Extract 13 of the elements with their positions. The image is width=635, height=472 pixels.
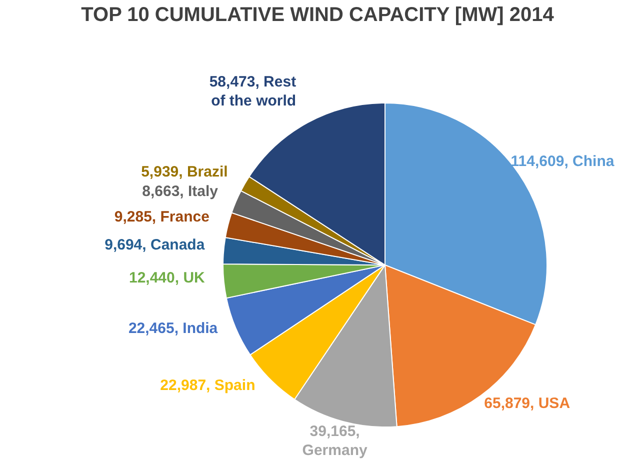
slice-label: 5,939, Brazil <box>141 164 228 181</box>
chart-title: TOP 10 CUMULATIVE WIND CAPACITY [MW] 2014 <box>80 4 555 27</box>
slice-label: 9,694, Canada <box>104 236 206 254</box>
slice-label: 22,465, India <box>128 320 218 337</box>
slice-label: 58,473, Rest of the world <box>209 73 296 110</box>
slice-label: 22,987, Spain <box>160 377 256 394</box>
slice-label: Germany <box>302 442 368 460</box>
slice-label: 8,663, Italy <box>142 183 219 200</box>
slice-label: 114,609, China <box>510 153 615 170</box>
data-label: 39,165, <box>310 423 360 440</box>
slice-label: 12,440, UK <box>128 270 206 287</box>
slice-label: 9,285, France <box>114 208 210 226</box>
slice-label: 65,879, USA <box>484 394 570 412</box>
